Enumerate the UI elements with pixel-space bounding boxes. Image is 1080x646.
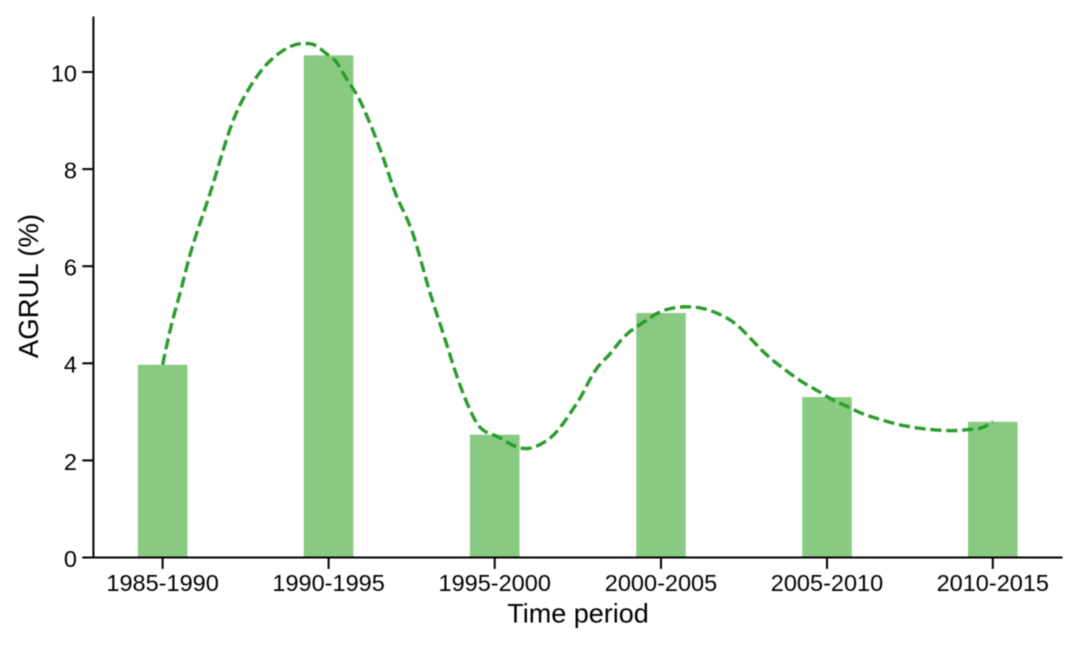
svg-text:2000-2005: 2000-2005 (605, 570, 717, 596)
svg-text:10: 10 (51, 60, 77, 86)
svg-text:4: 4 (64, 352, 77, 378)
svg-text:2: 2 (64, 449, 77, 475)
svg-text:Time period: Time period (507, 599, 649, 629)
svg-text:2005-2010: 2005-2010 (771, 570, 883, 596)
svg-text:2010-2015: 2010-2015 (937, 570, 1049, 596)
svg-text:6: 6 (64, 255, 77, 281)
svg-text:1985-1990: 1985-1990 (106, 570, 218, 596)
svg-text:0: 0 (64, 546, 77, 572)
svg-text:1995-2000: 1995-2000 (439, 570, 551, 596)
svg-text:1990-1995: 1990-1995 (272, 570, 384, 596)
svg-text:AGRUL (%): AGRUL (%) (13, 214, 44, 358)
svg-text:8: 8 (64, 158, 77, 184)
